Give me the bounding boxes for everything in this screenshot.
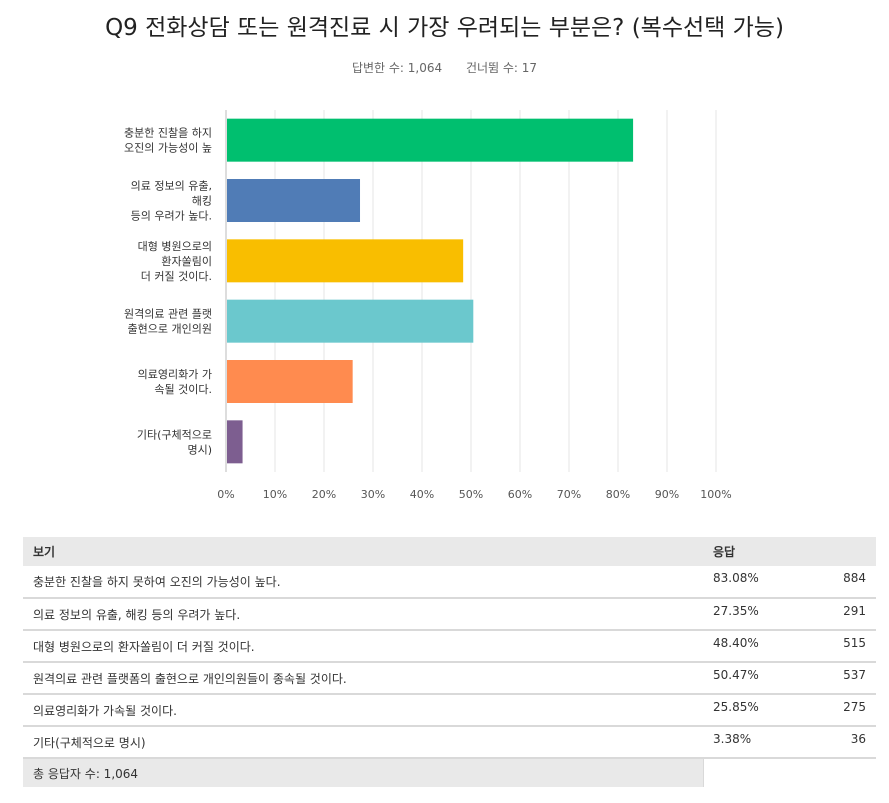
x-tick-label: 50% — [459, 488, 483, 501]
footer-empty-cell — [702, 758, 876, 787]
x-tick-label: 70% — [557, 488, 581, 501]
x-tick-label: 100% — [700, 488, 731, 501]
response-count: 36 — [850, 732, 866, 746]
table-row: 기타(구체적으로 명시) 3.38% 36 — [23, 726, 876, 758]
response-count: 275 — [843, 700, 866, 714]
category-label: 더 커질 것이다. — [141, 270, 212, 283]
table-footer-row: 총 응답자 수: 1,064 — [23, 758, 876, 787]
x-tick-label: 30% — [361, 488, 385, 501]
category-label: 환자쏠림이 — [161, 255, 212, 268]
response-table: 보기 응답 충분한 진찰을 하지 못하여 오진의 가능성이 높다. 83.08% 8… — [23, 537, 876, 787]
category-label: 등의 우려가 높다. — [131, 210, 212, 223]
option-label: 충분한 진찰을 하지 못하여 오진의 가능성이 높다. — [33, 575, 281, 589]
response-count: 537 — [843, 668, 866, 682]
category-label: 원격의료 관련 플랫 — [124, 308, 212, 321]
x-tick-label: 90% — [655, 488, 679, 501]
option-label: 원격의료 관련 플랫폼의 출현으로 개인의원들이 종속될 것이다. — [33, 671, 347, 686]
answered-count: 답변한 수: 1,064 — [351, 61, 443, 75]
page-title: Q9 전화상담 또는 원격진료 시 가장 우려되는 부분은? (복수선택 가능) — [105, 15, 784, 41]
category-label: 대형 병원으로의 — [138, 240, 212, 253]
category-label: 명시) — [187, 443, 212, 456]
response-count: 291 — [843, 604, 866, 618]
table-row: 대형 병원으로의 환자쏠림이 더 커질 것이다. 48.40% 515 — [23, 630, 876, 662]
x-tick-label: 20% — [312, 488, 336, 501]
bar — [227, 360, 353, 403]
bar — [227, 239, 464, 283]
category-label: 의료 정보의 유출, — [131, 180, 212, 193]
x-tick-label: 40% — [410, 488, 434, 501]
bar — [227, 118, 634, 162]
header-option: 보기 — [33, 545, 56, 559]
bar — [227, 299, 474, 343]
response-percent: 50.47% — [713, 668, 759, 682]
category-label: 기타(구체적으로 — [137, 428, 212, 441]
option-label: 의료영리화가 가속될 것이다. — [33, 703, 177, 718]
category-label: 해킹 — [192, 194, 212, 208]
table-row: 의료영리화가 가속될 것이다. 25.85% 275 — [23, 694, 876, 726]
x-tick-label: 60% — [508, 488, 532, 501]
option-label: 기타(구체적으로 명시) — [33, 735, 146, 750]
x-tick-label: 10% — [263, 488, 287, 501]
category-label: 속될 것이다. — [154, 382, 212, 396]
response-percent: 3.38% — [713, 732, 752, 746]
category-label: 오진의 가능성이 높 — [124, 142, 212, 155]
table-row: 원격의료 관련 플랫폼의 출현으로 개인의원들이 종속될 것이다. 50.47% 5… — [23, 662, 876, 694]
category-label: 의료영리화가 가 — [138, 368, 212, 381]
option-label: 대형 병원으로의 환자쏠림이 더 커질 것이다. — [33, 639, 255, 654]
table-body: 충분한 진찰을 하지 못하여 오진의 가능성이 높다. 83.08% 884 의료 정… — [23, 566, 876, 758]
x-tick-label: 80% — [606, 488, 630, 501]
skipped-count: 건너뜀 수: 17 — [465, 61, 538, 75]
response-percent: 48.40% — [713, 636, 759, 650]
table-row: 의료 정보의 유출, 해킹 등의 우려가 높다. 27.35% 291 — [23, 598, 876, 630]
response-stats: 답변한 수: 1,064 건너뜀 수: 17 — [0, 59, 889, 76]
response-count: 884 — [843, 571, 866, 585]
response-percent: 25.85% — [713, 700, 759, 714]
category-label: 충분한 진찰을 하지 — [124, 126, 212, 140]
table-row: 충분한 진찰을 하지 못하여 오진의 가능성이 높다. 83.08% 884 — [23, 566, 876, 598]
x-tick-label: 0% — [217, 488, 234, 501]
total-respondents: 총 응답자 수: 1,064 — [33, 766, 139, 781]
option-label: 의료 정보의 유출, 해킹 등의 우려가 높다. — [33, 607, 241, 622]
response-percent: 83.08% — [713, 571, 759, 585]
bar-chart: 0% 10% 20% 30% 40% 50% 60% 70% 80% 90% 100% 충분한 진찰을… — [124, 110, 732, 501]
header-count — [813, 537, 876, 566]
bar — [227, 420, 243, 464]
bar — [227, 179, 361, 222]
header-response: 응답 — [713, 545, 736, 559]
category-label: 출현으로 개인의원 — [128, 323, 212, 336]
response-percent: 27.35% — [713, 604, 759, 618]
response-count: 515 — [843, 636, 866, 650]
table-header-row: 보기 응답 — [23, 537, 876, 566]
